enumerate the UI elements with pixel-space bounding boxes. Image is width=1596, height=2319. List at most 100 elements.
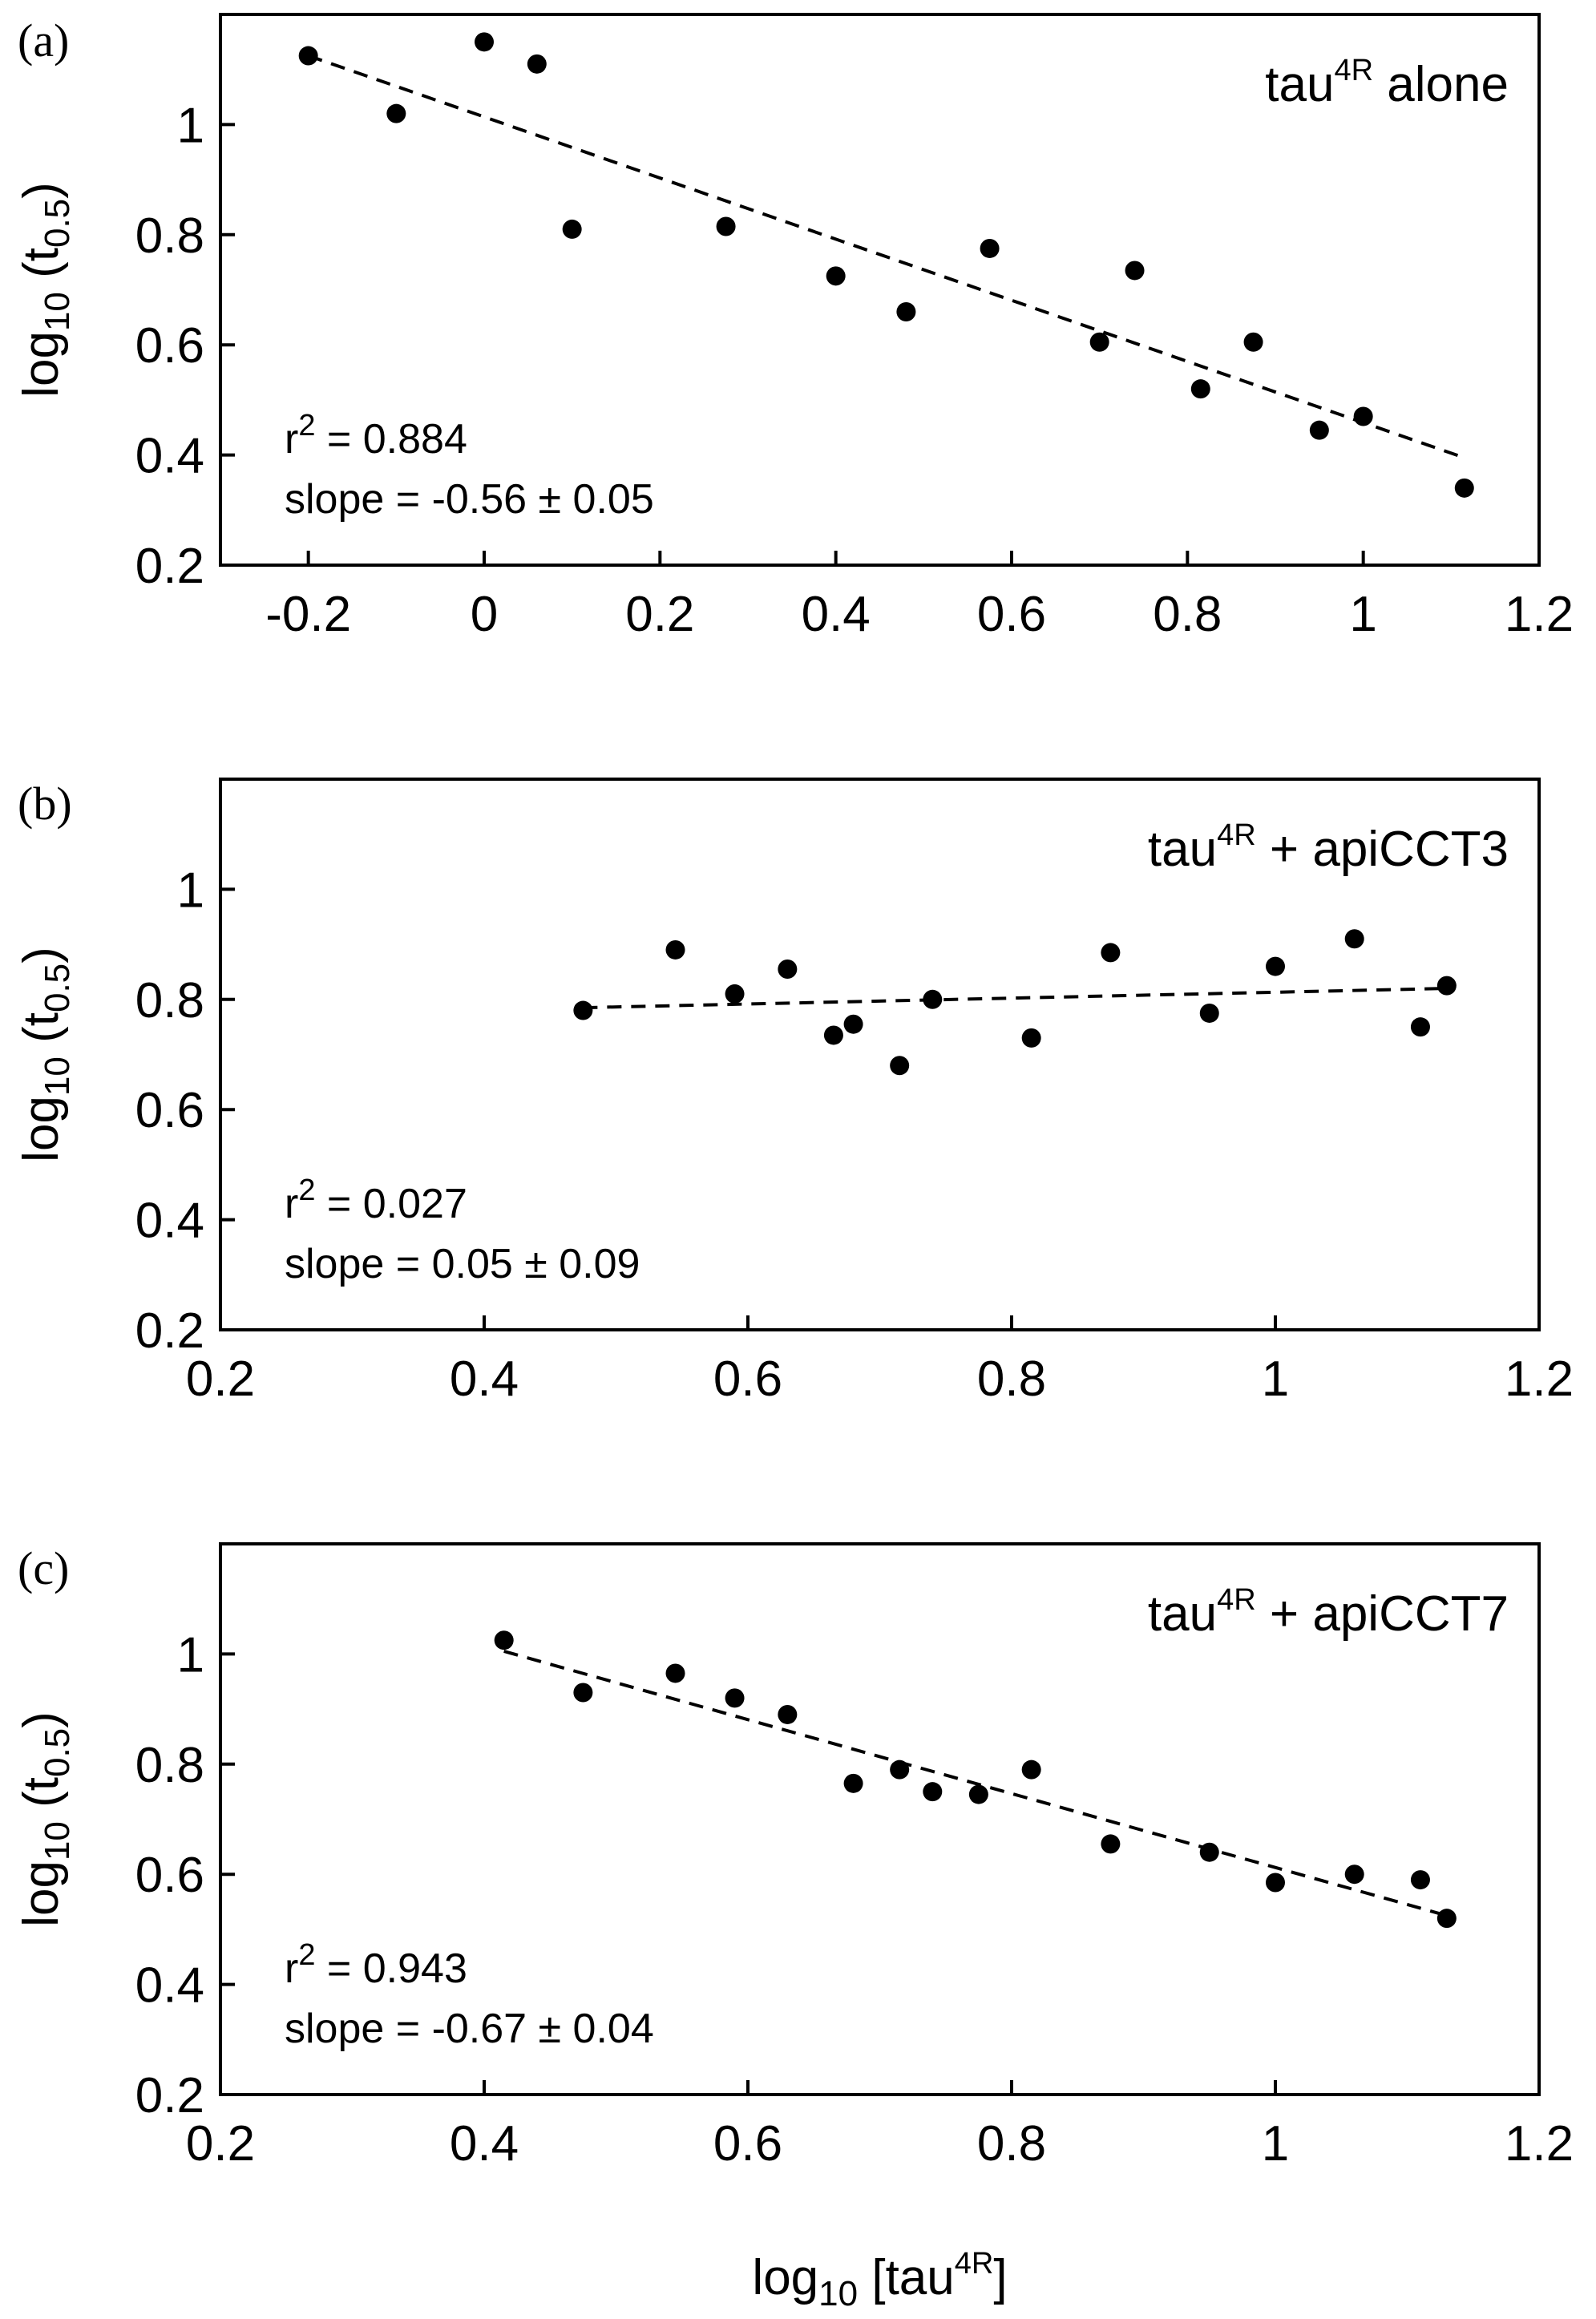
x-axis-label-sup: 4R (955, 2247, 994, 2281)
data-point (890, 1759, 910, 1780)
slope-annotation: slope = -0.56 ± 0.05 (285, 476, 654, 523)
y-tick-label: 0.4 (135, 1194, 204, 1249)
data-point (1199, 1003, 1219, 1023)
y-tick-label: 0.8 (135, 973, 204, 1028)
data-point (298, 46, 318, 66)
data-point (562, 219, 582, 239)
data-point (1410, 1017, 1430, 1037)
y-tick-label: 0.2 (135, 539, 204, 594)
y-axis-label-sub2: 0.5 (38, 199, 77, 248)
y-tick-label: 1 (177, 863, 204, 918)
data-point (843, 1773, 863, 1793)
y-axis-label-post: ) (14, 1711, 69, 1728)
legend-sup: 4R (1217, 818, 1256, 852)
data-point (1190, 379, 1210, 399)
r2-value: = 0.027 (315, 1181, 467, 1227)
x-tick-label: 0.2 (186, 2116, 255, 2172)
legend-sup: 4R (1217, 1583, 1256, 1617)
legend-base: tau (1148, 1586, 1217, 1642)
y-axis-label-mid: (t (14, 248, 69, 292)
r2-value: = 0.884 (315, 416, 467, 463)
data-point (665, 1663, 685, 1683)
slope-annotation: slope = 0.05 ± 0.09 (285, 1241, 640, 1287)
y-axis-label-mid: (t (14, 1012, 69, 1056)
x-tick-label: 1.2 (1505, 1351, 1574, 1407)
panel-label: (c) (18, 1542, 69, 1594)
y-tick-label: 0.6 (135, 1848, 204, 1903)
x-tick-label: -0.2 (265, 587, 351, 642)
y-axis-label-sub: 10 (38, 292, 77, 331)
data-point (890, 1056, 910, 1076)
data-point (665, 939, 685, 960)
r2-annotation: r2 = 0.027 (285, 1174, 467, 1227)
data-point (573, 1683, 593, 1703)
x-axis-label-post: ] (993, 2250, 1007, 2305)
plot-frame (219, 13, 1541, 567)
r2-label: r (285, 1181, 298, 1227)
x-tick-label: 0.4 (450, 2116, 519, 2172)
data-point (923, 1782, 943, 1802)
y-axis-label-sub2: 0.5 (38, 1728, 77, 1777)
data-point (923, 989, 943, 1009)
data-point (778, 1704, 798, 1724)
x-axis-label: log10 [tau4R] (752, 2247, 1007, 2313)
data-point (725, 1688, 745, 1708)
x-axis-label-sub: 10 (818, 2274, 858, 2313)
y-tick-label: 1 (177, 1627, 204, 1683)
r2-annotation: r2 = 0.943 (285, 1938, 467, 1992)
slope-annotation: slope = -0.67 ± 0.04 (285, 2006, 654, 2052)
r2-label: r (285, 416, 298, 463)
data-point (1021, 1028, 1041, 1048)
data-point (980, 238, 1000, 258)
x-tick-label: 0 (471, 587, 498, 642)
data-point (1266, 956, 1285, 976)
y-axis-label-log: log (14, 331, 69, 398)
legend-sup: 4R (1334, 54, 1373, 87)
data-point (386, 103, 406, 123)
legend-rest: alone (1373, 57, 1509, 112)
r2-label: r (285, 1945, 298, 1992)
y-axis-label-log: log (14, 1860, 69, 1927)
x-tick-label: 0.8 (977, 2116, 1046, 2172)
x-tick-label: 0.2 (186, 1351, 255, 1407)
fit-line (503, 1650, 1448, 1917)
y-tick-label: 0.8 (135, 1738, 204, 1793)
data-point (494, 1630, 514, 1650)
data-point (843, 1014, 863, 1034)
data-point (896, 301, 916, 321)
y-axis-label-post: ) (14, 947, 69, 964)
x-tick-label: 1 (1349, 587, 1376, 642)
y-axis-label-sub2: 0.5 (38, 964, 77, 1012)
x-tick-label: 0.4 (802, 587, 871, 642)
data-point (778, 960, 798, 980)
x-tick-label: 1 (1262, 2116, 1289, 2172)
legend-rest: + apiCCT3 (1256, 822, 1509, 877)
legend-text: tau4R + apiCCT3 (1148, 818, 1509, 877)
fit-line (583, 987, 1447, 1010)
data-point (716, 216, 736, 236)
data-point (1243, 332, 1263, 352)
data-point (1344, 929, 1364, 949)
y-tick-label: 0.6 (135, 318, 204, 374)
y-tick-label: 0.2 (135, 1303, 204, 1359)
chart-panel-2: (b) 0.2 0.4 0.6 0.8 1 1.2 0.2 0.4 0.6 0.8 1 log10 (t… (14, 778, 1574, 1407)
y-tick-label: 0.6 (135, 1083, 204, 1138)
r2-value: = 0.943 (315, 1945, 467, 1992)
y-axis-label: log10 (t0.5) (14, 1711, 77, 1927)
data-point (823, 1025, 843, 1045)
data-point (968, 1784, 988, 1804)
data-point (1101, 1834, 1121, 1854)
data-point (1101, 943, 1121, 963)
y-axis-label-sub: 10 (38, 1821, 77, 1860)
data-point (826, 266, 846, 286)
panel-label: (b) (18, 778, 72, 830)
y-tick-label: 1 (177, 98, 204, 153)
y-axis-label-sub: 10 (38, 1056, 77, 1096)
legend-base: tau (1148, 822, 1217, 877)
y-tick-label: 0.4 (135, 429, 204, 484)
data-point (1021, 1759, 1041, 1780)
data-point (1199, 1842, 1219, 1862)
x-tick-label: 0.6 (977, 587, 1046, 642)
y-tick-label: 0.2 (135, 2068, 204, 2123)
r2-sup: 2 (298, 1174, 315, 1207)
